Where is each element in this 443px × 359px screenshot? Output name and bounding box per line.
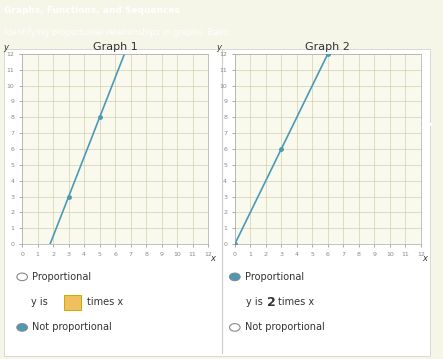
FancyBboxPatch shape — [4, 50, 430, 356]
Text: Not proportional: Not proportional — [32, 322, 112, 332]
Text: Identifying proportional relationships in graphs: Basic: Identifying proportional relationships i… — [4, 28, 230, 37]
Text: x: x — [423, 253, 427, 263]
Title: Graph 2: Graph 2 — [305, 42, 350, 52]
Text: Proportional: Proportional — [245, 272, 303, 282]
Text: y: y — [4, 43, 8, 52]
Text: y is: y is — [246, 297, 263, 307]
Circle shape — [17, 273, 27, 281]
Text: times x: times x — [87, 297, 124, 307]
Text: Proportional: Proportional — [32, 272, 91, 282]
Text: Graphs, Functions, and Sequences: Graphs, Functions, and Sequences — [4, 6, 180, 15]
Title: Graph 1: Graph 1 — [93, 42, 138, 52]
Text: >: > — [420, 117, 433, 135]
Text: x: x — [210, 253, 215, 263]
Circle shape — [17, 323, 27, 331]
Text: y is: y is — [31, 297, 48, 307]
FancyBboxPatch shape — [64, 295, 81, 310]
Circle shape — [229, 273, 240, 281]
Text: 2: 2 — [267, 295, 276, 309]
Text: times x: times x — [278, 297, 315, 307]
Circle shape — [229, 323, 240, 331]
Text: y: y — [216, 43, 221, 52]
Text: Not proportional: Not proportional — [245, 322, 324, 332]
